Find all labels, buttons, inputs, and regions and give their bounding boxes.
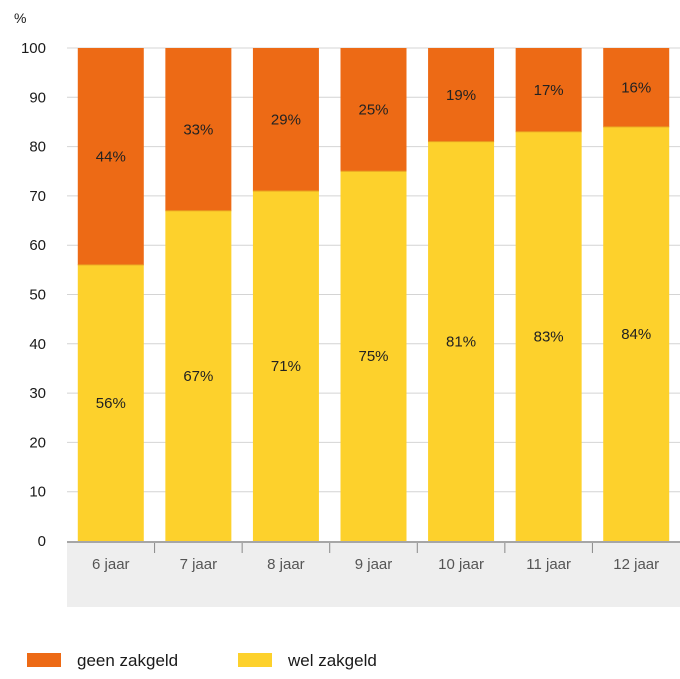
bars [77, 48, 670, 542]
bar-segment-wel-zakgeld [252, 190, 319, 541]
bar-segment-wel-zakgeld [340, 171, 407, 541]
bar-segment-geen-zakgeld [515, 48, 582, 132]
data-label-wel-zakgeld: 67% [183, 368, 213, 385]
y-tick-label: 60 [29, 237, 46, 254]
y-tick-label: 50 [29, 287, 46, 304]
data-label-geen-zakgeld: 29% [271, 111, 301, 128]
y-tick-label: 80 [29, 139, 46, 156]
bar-segment-geen-zakgeld [603, 48, 670, 127]
data-label-wel-zakgeld: 81% [446, 333, 476, 350]
y-axis-unit-label: % [14, 10, 26, 26]
axes: % 0 10 20 30 40 50 60 70 80 90 100 6 jaar 7 jaar 8 jaa… [14, 10, 680, 573]
y-tick-label: 40 [29, 336, 46, 353]
y-tick-label: 70 [29, 188, 46, 205]
data-label-geen-zakgeld: 19% [446, 87, 476, 104]
y-tick-label: 20 [29, 434, 46, 451]
x-category-label: 12 jaar [613, 556, 659, 573]
bar-segment-wel-zakgeld [603, 126, 670, 541]
y-tick-label: 100 [21, 40, 46, 57]
category-band [67, 543, 680, 607]
y-tick-label: 10 [29, 484, 46, 501]
x-category-label: 7 jaar [180, 556, 218, 573]
legend-label: wel zakgeld [287, 651, 377, 670]
legend-swatch [238, 653, 272, 667]
bar-segment-geen-zakgeld [252, 48, 319, 191]
legend-label: geen zakgeld [77, 651, 178, 670]
data-label-geen-zakgeld: 44% [96, 148, 126, 165]
data-label-wel-zakgeld: 83% [534, 328, 564, 345]
data-label-geen-zakgeld: 16% [621, 79, 651, 96]
data-label-wel-zakgeld: 75% [358, 348, 388, 365]
bar-segment-geen-zakgeld [428, 48, 495, 142]
category-axis-band [67, 543, 680, 607]
bar-segment-wel-zakgeld [77, 264, 144, 541]
data-label-wel-zakgeld: 56% [96, 395, 126, 412]
legend: geen zakgeld wel zakgeld [27, 651, 377, 670]
data-label-wel-zakgeld: 71% [271, 358, 301, 375]
x-category-label: 10 jaar [438, 556, 484, 573]
y-tick-label: 90 [29, 89, 46, 106]
data-label-geen-zakgeld: 17% [534, 82, 564, 99]
y-tick-label: 0 [38, 533, 46, 550]
data-label-geen-zakgeld: 33% [183, 121, 213, 138]
x-category-label: 6 jaar [92, 556, 130, 573]
bar-segment-wel-zakgeld [428, 141, 495, 542]
legend-swatch [27, 653, 61, 667]
x-category-label: 8 jaar [267, 556, 305, 573]
bar-segment-geen-zakgeld [77, 48, 144, 265]
bar-segment-wel-zakgeld [515, 131, 582, 541]
bar-segment-geen-zakgeld [165, 48, 232, 211]
data-labels: 56% 44% 67% 33% 71% 29% 75% 25% 81% 19% 83% 17% 84% 1… [96, 79, 651, 412]
data-label-geen-zakgeld: 25% [358, 102, 388, 119]
bar-segment-geen-zakgeld [340, 48, 407, 172]
y-tick-label: 30 [29, 385, 46, 402]
bar-segment-wel-zakgeld [165, 210, 232, 541]
x-category-label: 9 jaar [355, 556, 393, 573]
x-category-label: 11 jaar [526, 556, 571, 573]
data-label-wel-zakgeld: 84% [621, 326, 651, 343]
